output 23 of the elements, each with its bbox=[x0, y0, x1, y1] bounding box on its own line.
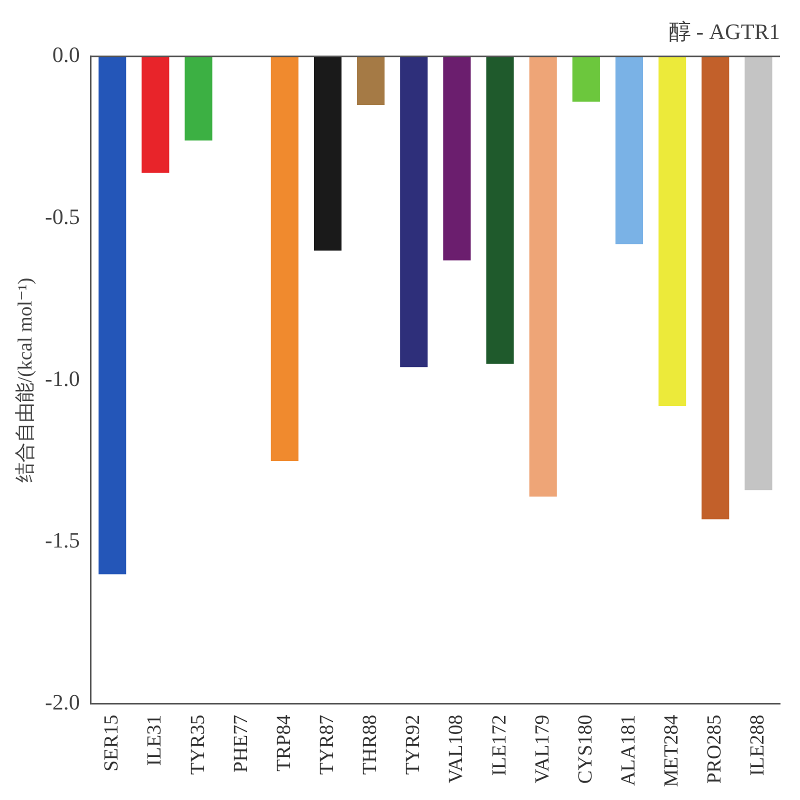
x-tick-label: ALA181 bbox=[617, 714, 640, 786]
x-tick-label: CYS180 bbox=[574, 714, 596, 784]
x-tick-label: SER15 bbox=[100, 714, 123, 772]
x-tick-label: MET284 bbox=[660, 714, 683, 787]
chart-title: 醇 - AGTR1 bbox=[668, 18, 780, 44]
x-tick-label: ILE172 bbox=[488, 714, 510, 776]
x-tick-label: VAL179 bbox=[531, 714, 554, 784]
x-tick-label: VAL108 bbox=[445, 714, 468, 784]
y-tick-label: 0.0 bbox=[52, 42, 80, 68]
x-tick-label: TYR35 bbox=[186, 714, 209, 775]
x-tick-label: ILE31 bbox=[144, 714, 166, 766]
y-tick-label: -0.5 bbox=[45, 204, 80, 230]
x-tick-label: TYR87 bbox=[316, 714, 338, 775]
x-tick-label: TYR92 bbox=[402, 714, 424, 775]
y-tick-label: -1.0 bbox=[45, 366, 80, 391]
y-tick-label: -1.5 bbox=[45, 528, 80, 553]
x-tick-label: PHE77 bbox=[230, 714, 252, 773]
x-tick-label: TRP84 bbox=[272, 714, 295, 772]
x-tick-label: PRO285 bbox=[704, 714, 726, 784]
x-tick-label: THR88 bbox=[359, 714, 382, 775]
y-tick-label: -2.0 bbox=[45, 690, 80, 715]
x-tick-label: ILE288 bbox=[746, 714, 769, 776]
y-axis-title: 结合自由能/(kcal mol⁻¹) bbox=[14, 278, 36, 483]
